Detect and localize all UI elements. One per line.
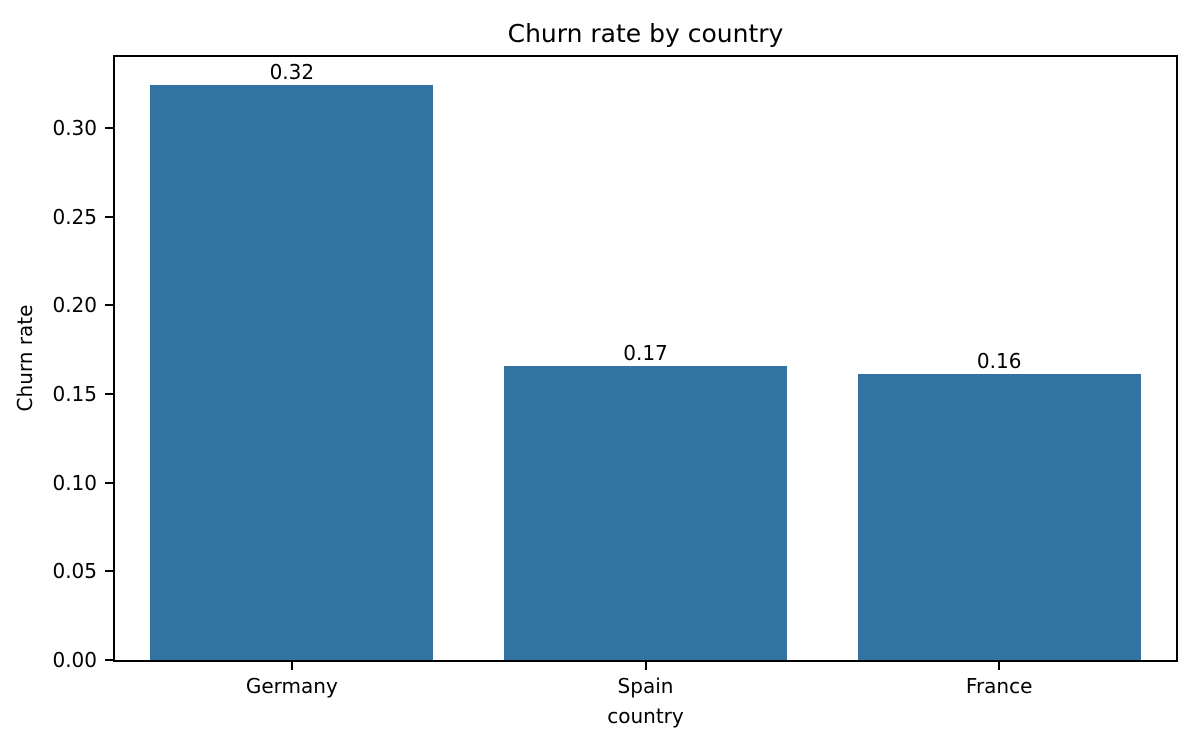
x-axis-label: country (607, 704, 684, 728)
y-tick-mark (105, 126, 113, 129)
bar-germany (150, 85, 434, 660)
y-tick-label: 0.15 (52, 381, 97, 406)
x-tick-label-france: France (965, 674, 1033, 698)
chart-title: Churn rate by country (507, 19, 784, 48)
y-tick-label: 0.00 (52, 648, 97, 672)
y-tick-mark (105, 570, 113, 573)
bar-value-label: 0.17 (623, 340, 668, 365)
y-tick-label: 0.05 (52, 559, 97, 584)
x-tick-label-germany: Germany (245, 674, 338, 698)
y-tick-label: 0.10 (52, 470, 97, 495)
y-tick-mark (105, 659, 113, 661)
y-tick-mark (105, 481, 113, 484)
x-tick-mark (644, 662, 647, 670)
bar-value-label: 0.32 (269, 60, 315, 85)
x-tick-label-spain: Spain (617, 674, 674, 698)
x-tick-mark (290, 662, 293, 670)
y-tick-label: 0.25 (52, 204, 97, 229)
y-tick-mark (105, 215, 113, 218)
bar-value-label: 0.16 (976, 349, 1022, 374)
bar-spain (504, 365, 787, 660)
y-tick-mark (105, 304, 113, 307)
x-tick-mark (998, 662, 1001, 670)
y-axis-label: Churn rate (13, 304, 37, 412)
bar-france (857, 374, 1141, 660)
y-tick-label: 0.20 (52, 293, 97, 318)
y-tick-mark (105, 392, 113, 395)
y-tick-label: 0.30 (52, 115, 97, 140)
plot-area (113, 55, 1178, 662)
